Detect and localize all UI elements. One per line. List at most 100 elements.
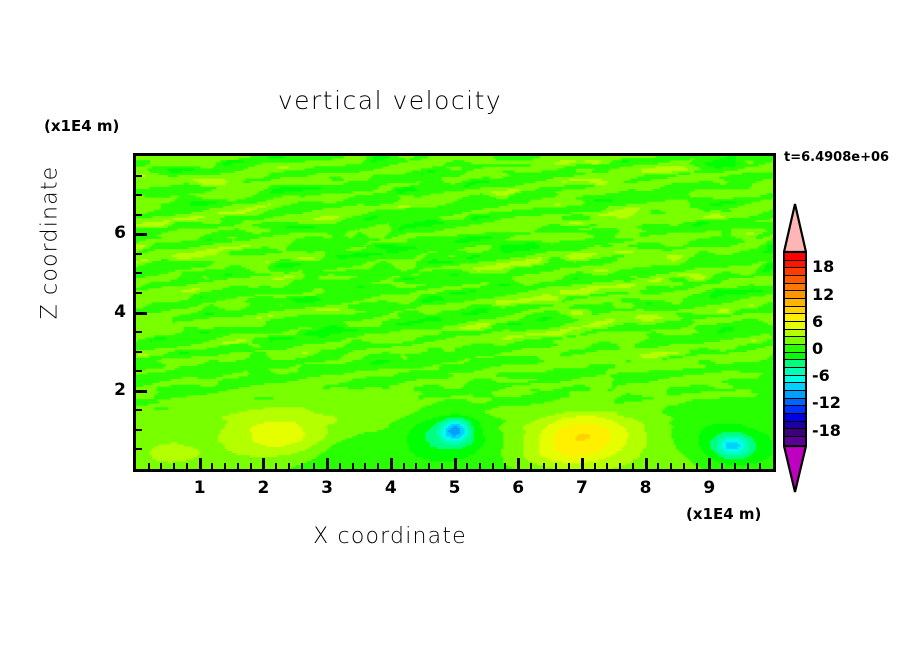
colorbar-tick-label: 6	[812, 311, 824, 331]
x-axis-minor-tick	[402, 463, 405, 469]
x-axis-minor-tick	[364, 463, 367, 469]
x-axis-minor-tick	[504, 463, 507, 469]
colorbar-band	[785, 383, 805, 392]
colorbar-band	[785, 375, 805, 384]
x-axis-minor-tick	[351, 463, 354, 469]
y-axis-minor-tick	[136, 272, 142, 275]
x-axis-minor-tick	[478, 463, 481, 469]
x-axis-minor-tick	[491, 463, 494, 469]
y-tick-label: 2	[114, 379, 126, 400]
y-axis-minor-tick	[136, 174, 142, 177]
x-axis-minor-tick	[147, 463, 150, 469]
x-axis-minor-tick	[619, 463, 622, 469]
colorbar-bands	[783, 251, 807, 447]
x-axis-minor-tick	[593, 463, 596, 469]
colorbar-band	[785, 306, 805, 315]
colorbar-band	[785, 329, 805, 338]
x-axis-major-tick	[708, 458, 712, 469]
colorbar-band	[785, 276, 805, 284]
x-axis-minor-tick	[236, 463, 239, 469]
x-axis-major-tick	[326, 458, 330, 469]
colorbar-tick-label: -12	[812, 393, 841, 413]
x-axis-major-tick	[517, 458, 521, 469]
x-axis-minor-tick	[173, 463, 176, 469]
colorbar-tick-label: -18	[812, 420, 841, 440]
y-tick-label: 6	[114, 223, 126, 244]
colorbar-band	[785, 299, 805, 307]
x-axis-minor-tick	[275, 463, 278, 469]
chart-title: vertical velocity	[277, 86, 503, 115]
y-axis-minor-tick	[136, 428, 142, 431]
x-tick-label: 9	[703, 478, 716, 498]
y-axis-minor-tick	[136, 350, 142, 353]
x-tick-label: 6	[512, 478, 525, 498]
colorbar-band	[785, 406, 805, 415]
colorbar	[783, 203, 807, 493]
x-axis-unit-label: (x1E4 m)	[686, 505, 762, 523]
x-axis-minor-tick	[542, 463, 545, 469]
x-axis-minor-tick	[733, 463, 736, 469]
x-axis-major-tick	[198, 458, 202, 469]
colorbar-band	[785, 398, 805, 407]
x-axis-minor-tick	[695, 463, 698, 469]
y-axis-minor-tick	[136, 213, 142, 216]
z-axis-title: Z coordinate	[37, 165, 63, 320]
colorbar-band	[785, 268, 805, 277]
x-axis-title: X coordinate	[313, 524, 467, 549]
colorbar-tick-label: 12	[812, 284, 835, 304]
x-axis-minor-tick	[300, 463, 303, 469]
timestamp-annotation: t=6.4908e+06	[784, 150, 890, 165]
colorbar-under-arrow-icon	[783, 445, 807, 493]
y-axis-major-tick	[136, 233, 147, 237]
x-axis-minor-tick	[606, 463, 609, 469]
x-axis-minor-tick	[313, 463, 316, 469]
y-tick-label: 4	[114, 301, 126, 322]
x-tick-label: 5	[448, 478, 461, 498]
colorbar-band	[785, 429, 805, 438]
x-axis-minor-tick	[160, 463, 163, 469]
x-tick-label: 8	[639, 478, 652, 498]
colorbar-band	[785, 337, 805, 346]
colorbar-band	[785, 260, 805, 269]
x-axis-minor-tick	[224, 463, 227, 469]
x-axis-major-tick	[262, 458, 266, 469]
x-axis-minor-tick	[670, 463, 673, 469]
x-tick-label: 1	[193, 478, 206, 498]
x-axis-minor-tick	[631, 463, 634, 469]
x-axis-minor-tick	[185, 463, 188, 469]
x-axis-minor-tick	[211, 463, 214, 469]
x-axis-minor-tick	[759, 463, 762, 469]
x-axis-minor-tick	[440, 463, 443, 469]
colorbar-band	[785, 291, 805, 300]
x-axis-minor-tick	[568, 463, 571, 469]
x-tick-label: 2	[257, 478, 270, 498]
x-axis-major-tick	[580, 458, 584, 469]
x-axis-major-tick	[644, 458, 648, 469]
colorbar-band	[785, 352, 805, 361]
x-axis-minor-tick	[338, 463, 341, 469]
x-axis-minor-tick	[249, 463, 252, 469]
x-axis-minor-tick	[682, 463, 685, 469]
colorbar-band	[785, 345, 805, 353]
x-tick-label: 3	[321, 478, 334, 498]
colorbar-band	[785, 368, 805, 376]
colorbar-band	[785, 360, 805, 369]
x-axis-major-tick	[389, 458, 393, 469]
y-axis-major-tick	[136, 389, 147, 393]
x-axis-minor-tick	[466, 463, 469, 469]
y-axis-minor-tick	[136, 331, 142, 334]
colorbar-band	[785, 314, 805, 323]
colorbar-band	[785, 322, 805, 330]
colorbar-band	[785, 253, 805, 261]
colorbar-tick-label: 0	[812, 339, 824, 358]
x-tick-label: 4	[384, 478, 397, 498]
y-axis-minor-tick	[136, 252, 142, 255]
x-axis-minor-tick	[529, 463, 532, 469]
y-axis-major-tick	[136, 311, 147, 315]
colorbar-band	[785, 391, 805, 399]
y-axis-minor-tick	[136, 409, 142, 412]
colorbar-band	[785, 414, 805, 422]
x-axis-minor-tick	[555, 463, 558, 469]
colorbar-band	[785, 421, 805, 430]
colorbar-band	[785, 437, 805, 445]
